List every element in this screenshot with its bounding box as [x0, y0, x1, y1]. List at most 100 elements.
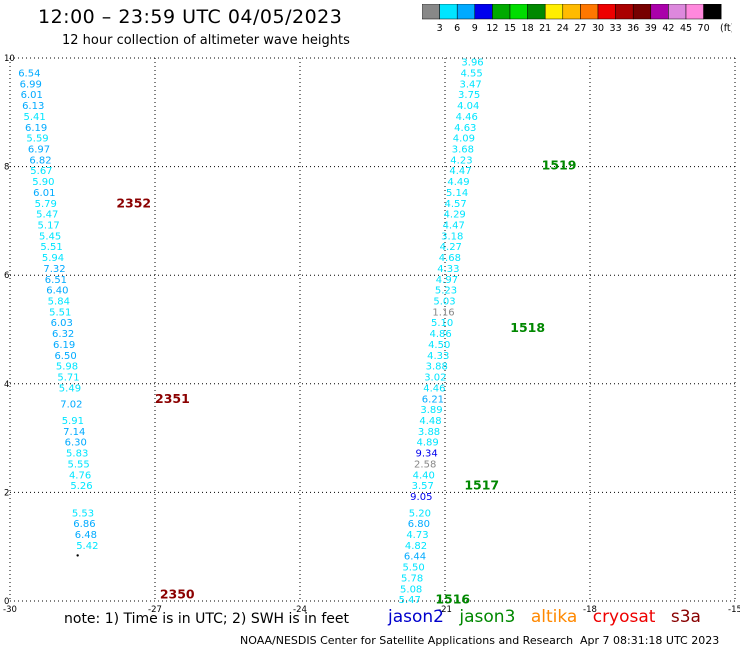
wave-height-point: 6.86	[73, 519, 95, 530]
footer-timestamp: Apr 7 08:31:18 UTC 2023	[580, 634, 720, 647]
wave-height-point: 4.57	[445, 199, 467, 210]
wave-height-point: 3.47	[459, 79, 481, 90]
color-scale-label: 30	[592, 23, 604, 34]
legend-cryosat: cryosat	[592, 607, 656, 627]
wave-height-point: 5.51	[49, 307, 71, 318]
wave-height-point: 3.18	[441, 231, 463, 242]
wave-height-point: 4.33	[427, 351, 449, 362]
y-tick-label: 8	[4, 163, 9, 173]
wave-height-point: 3.88	[418, 427, 440, 438]
legend-jason3: jason3	[459, 607, 516, 627]
color-scale-label: 9	[472, 23, 478, 34]
color-scale-label: 33	[610, 23, 622, 34]
wave-height-point: 5.51	[40, 242, 62, 253]
pass-time-label: 2351	[155, 391, 190, 406]
wave-height-point: 6.48	[75, 530, 97, 541]
wave-height-point: 6.50	[54, 351, 76, 362]
legend-s3a: s3a	[670, 607, 701, 627]
wave-height-point: 5.23	[435, 286, 457, 297]
page-subtitle: 12 hour collection of altimeter wave hei…	[62, 33, 350, 48]
wave-height-point: 4.46	[456, 112, 478, 123]
wave-height-point: 6.21	[422, 394, 444, 405]
x-tick-label: -27	[148, 605, 162, 615]
wave-height-point: 5.20	[409, 508, 431, 519]
page-title: 12:00 – 23:59 UTC 04/05/2023	[38, 6, 343, 28]
wave-height-point: 4.68	[439, 253, 461, 264]
wave-height-point: 4.23	[450, 155, 472, 166]
wave-height-point: 5.49	[59, 383, 81, 394]
wave-height-point: 4.89	[416, 438, 438, 449]
wave-height-point: 5.83	[66, 449, 88, 460]
y-tick-label: 4	[4, 380, 9, 390]
wave-height-point: 4.63	[454, 123, 476, 134]
wave-height-point: 6.19	[25, 123, 47, 134]
wave-height-point: 2.58	[414, 459, 436, 470]
wave-height-point: 6.51	[45, 275, 67, 286]
wave-height-point: 3.88	[426, 362, 448, 373]
wave-height-point: 6.44	[404, 552, 426, 563]
color-swatch	[703, 4, 722, 20]
wave-height-point: 6.13	[22, 101, 44, 112]
wave-height-point: 9.05	[410, 492, 432, 503]
color-scale-label: 27	[574, 23, 586, 34]
pass-time-label: 2350	[160, 586, 195, 601]
wave-height-point: 6.01	[21, 90, 43, 101]
wave-height-point: 4.04	[457, 101, 479, 112]
y-tick-label: 2	[4, 488, 9, 498]
wave-height-point: 4.47	[443, 221, 465, 232]
pass-time-label: 1519	[542, 157, 577, 172]
wave-height-point: 3.57	[412, 481, 434, 492]
wave-height-point: 5.84	[48, 297, 70, 308]
wave-height-point: 4.73	[406, 530, 428, 541]
color-scale-label: 12	[486, 23, 498, 34]
wave-height-point: 4.48	[419, 416, 441, 427]
wave-height-point: 6.82	[29, 155, 51, 166]
wave-height-point: 5.55	[68, 459, 90, 470]
wave-height-plot: -30 -27 -24 -21 -18 -15 0 2 4 6 8 10 3.964.553.473.7…	[3, 54, 740, 615]
pass-time-label: 1518	[510, 320, 545, 335]
wave-height-point: 4.55	[460, 68, 482, 79]
wave-height-point: 5.10	[431, 318, 453, 329]
wave-height-point: 6.01	[33, 188, 55, 199]
wave-height-point: 4.33	[437, 264, 459, 275]
wave-height-point: 4.27	[440, 242, 462, 253]
y-tick-label: 6	[4, 271, 9, 281]
wave-height-point: 5.50	[402, 563, 424, 574]
wave-height-point: 5.78	[401, 573, 423, 584]
color-scale-unit: (ft)	[720, 23, 732, 34]
wave-height-point: 5.45	[39, 231, 61, 242]
wave-height-point: 9.34	[416, 449, 438, 460]
color-scale-label: 15	[504, 23, 516, 34]
wave-height-point: 5.47	[36, 210, 58, 221]
x-tick-label: -18	[583, 605, 597, 615]
wave-height-point: 3.02	[424, 373, 446, 384]
color-scale-label: 39	[645, 23, 657, 34]
color-scale-label: 24	[557, 23, 569, 34]
legend-jason2: jason2	[388, 607, 444, 627]
wave-height-point: 4.76	[69, 470, 91, 481]
wave-height-point: 5.41	[24, 112, 46, 123]
wave-height-point: 6.40	[46, 286, 68, 297]
color-scale-label: 36	[627, 23, 639, 34]
wave-height-point: 7.14	[63, 427, 85, 438]
wave-height-point: 6.99	[20, 79, 42, 90]
wave-height-point: 5.53	[72, 508, 94, 519]
wave-height-point: 6.54	[18, 68, 40, 79]
wave-height-point: 4.09	[453, 134, 475, 145]
wave-height-point: 5.94	[42, 253, 64, 264]
wave-height-point: 4.86	[430, 329, 452, 340]
wave-height-point: 6.19	[53, 340, 75, 351]
wave-height-point: 7.32	[43, 264, 65, 275]
wave-height-point: 5.90	[32, 177, 54, 188]
footer-credit: NOAA/NESDIS Center for Satellite Applica…	[240, 634, 574, 647]
color-scale-label: 18	[522, 23, 534, 34]
x-tick-label: -24	[293, 605, 307, 615]
wave-height-point: 5.79	[35, 199, 57, 210]
footnote: note: 1) Time is in UTC; 2) SWH is in fe…	[64, 611, 350, 627]
point-marker	[76, 554, 79, 557]
color-scale-label: 70	[698, 23, 710, 34]
x-tick-label: -21	[438, 605, 452, 615]
wave-height-point: 3.68	[452, 144, 474, 155]
wave-height-point: 5.91	[62, 416, 84, 427]
wave-height-point: 5.59	[26, 134, 48, 145]
